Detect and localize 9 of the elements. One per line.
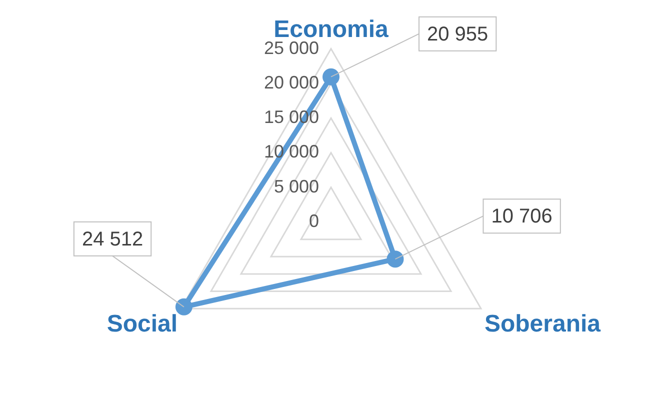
y-tick-label: 25 000 [264,38,319,58]
y-tick-label: 0 [308,210,319,231]
spoke-label: Social [106,310,178,338]
data-label: 10 706 [491,206,552,228]
y-tick-label: 20 000 [264,72,319,92]
data-label: 24 512 [82,228,144,250]
spoke-label: Soberania [484,310,602,338]
data-label: 20 955 [427,23,488,46]
y-tick-label: 5 000 [274,176,319,196]
